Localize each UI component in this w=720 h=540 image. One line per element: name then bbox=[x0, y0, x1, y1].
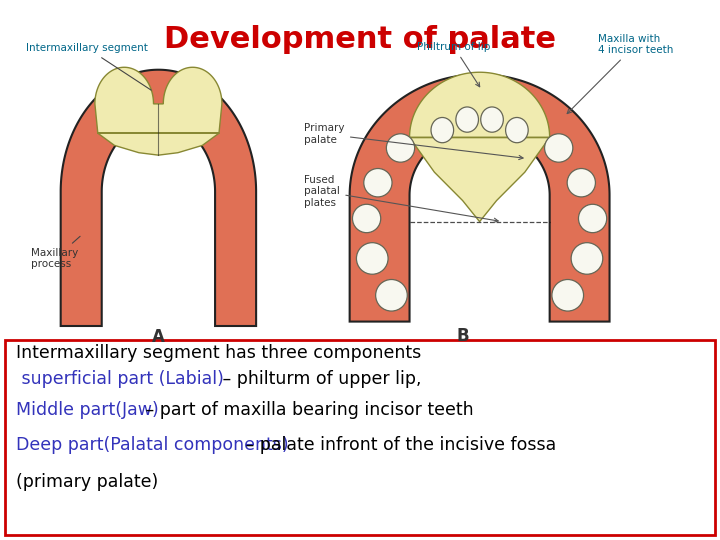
Text: Development of palate: Development of palate bbox=[164, 25, 556, 54]
FancyBboxPatch shape bbox=[5, 340, 715, 535]
Ellipse shape bbox=[431, 118, 454, 143]
Text: Philtrum of lip: Philtrum of lip bbox=[418, 42, 491, 87]
Text: Intermaxillary segment has three components: Intermaxillary segment has three compone… bbox=[16, 343, 421, 362]
Polygon shape bbox=[350, 75, 610, 322]
Text: Primary
palate: Primary palate bbox=[305, 123, 523, 160]
Text: – philturm of upper lip,: – philturm of upper lip, bbox=[217, 370, 422, 388]
Polygon shape bbox=[60, 70, 256, 326]
Ellipse shape bbox=[353, 204, 381, 233]
Polygon shape bbox=[95, 68, 222, 155]
Text: Maxilla with
4 incisor teeth: Maxilla with 4 incisor teeth bbox=[567, 33, 674, 113]
Ellipse shape bbox=[567, 168, 595, 197]
Ellipse shape bbox=[387, 134, 415, 162]
Ellipse shape bbox=[356, 242, 388, 274]
Text: Middle part(Jaw): Middle part(Jaw) bbox=[16, 401, 158, 419]
Ellipse shape bbox=[481, 107, 503, 132]
Text: Deep part(Palatal components): Deep part(Palatal components) bbox=[16, 436, 288, 454]
Text: Maxillary
process: Maxillary process bbox=[32, 237, 80, 269]
Ellipse shape bbox=[544, 134, 573, 162]
Ellipse shape bbox=[505, 118, 528, 143]
Polygon shape bbox=[410, 72, 549, 221]
Ellipse shape bbox=[552, 280, 584, 311]
Text: – palate infront of the incisive fossa: – palate infront of the incisive fossa bbox=[240, 436, 557, 454]
Text: B: B bbox=[456, 327, 469, 345]
Text: superficial part (Labial): superficial part (Labial) bbox=[16, 370, 223, 388]
Text: Intermaxillary segment: Intermaxillary segment bbox=[27, 43, 151, 90]
Ellipse shape bbox=[456, 107, 479, 132]
Ellipse shape bbox=[571, 242, 603, 274]
Text: – part of maxilla bearing incisor teeth: – part of maxilla bearing incisor teeth bbox=[140, 401, 473, 419]
Text: Fused
palatal
plates: Fused palatal plates bbox=[305, 174, 498, 222]
Ellipse shape bbox=[364, 168, 392, 197]
Text: (primary palate): (primary palate) bbox=[16, 474, 158, 491]
Text: A: A bbox=[152, 328, 165, 347]
Ellipse shape bbox=[578, 204, 607, 233]
Ellipse shape bbox=[376, 280, 408, 311]
